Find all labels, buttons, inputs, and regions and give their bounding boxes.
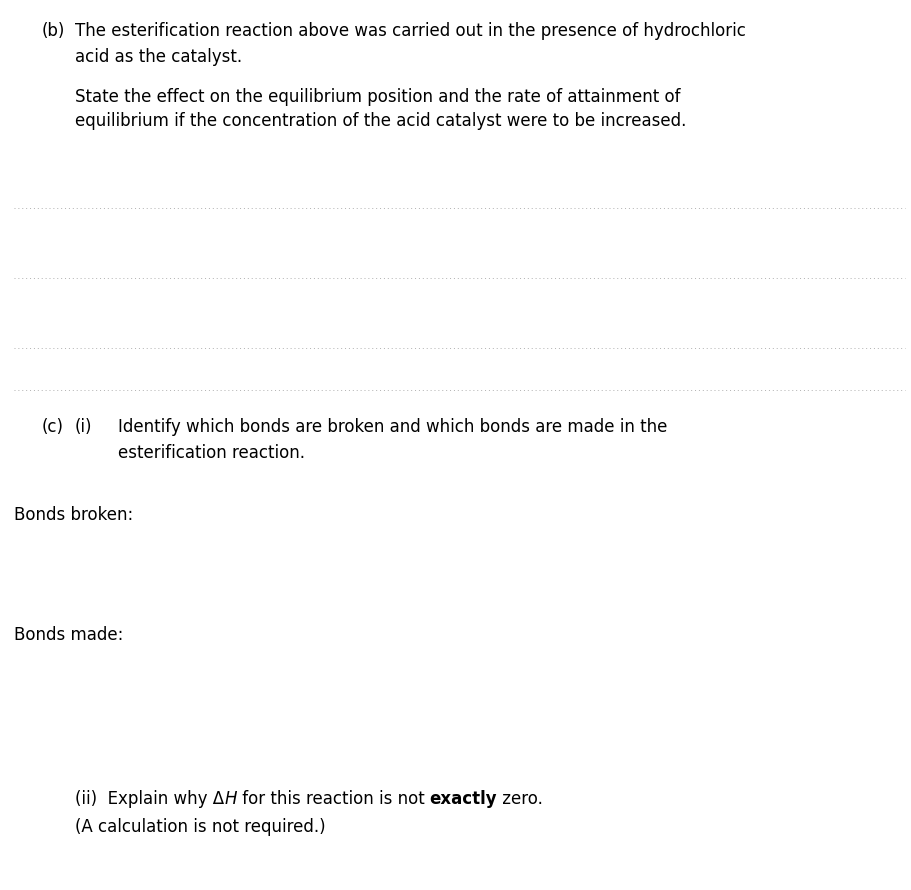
Text: State the effect on the equilibrium position and the rate of attainment of: State the effect on the equilibrium posi…: [75, 88, 680, 106]
Text: (i): (i): [75, 418, 92, 436]
Text: for this reaction is not: for this reaction is not: [236, 790, 429, 808]
Text: The esterification reaction above was carried out in the presence of hydrochlori: The esterification reaction above was ca…: [75, 22, 745, 40]
Text: Bonds broken:: Bonds broken:: [14, 506, 133, 524]
Text: (A calculation is not required.): (A calculation is not required.): [75, 818, 325, 836]
Text: exactly: exactly: [429, 790, 496, 808]
Text: H: H: [224, 790, 236, 808]
Text: (b): (b): [42, 22, 66, 40]
Text: equilibrium if the concentration of the acid catalyst were to be increased.: equilibrium if the concentration of the …: [75, 112, 686, 130]
Text: (c): (c): [42, 418, 64, 436]
Text: Identify which bonds are broken and which bonds are made in the: Identify which bonds are broken and whic…: [118, 418, 667, 436]
Text: Bonds made:: Bonds made:: [14, 626, 123, 644]
Text: (ii)  Explain why Δ: (ii) Explain why Δ: [75, 790, 224, 808]
Text: zero.: zero.: [496, 790, 543, 808]
Text: acid as the catalyst.: acid as the catalyst.: [75, 48, 241, 66]
Text: esterification reaction.: esterification reaction.: [118, 444, 304, 462]
